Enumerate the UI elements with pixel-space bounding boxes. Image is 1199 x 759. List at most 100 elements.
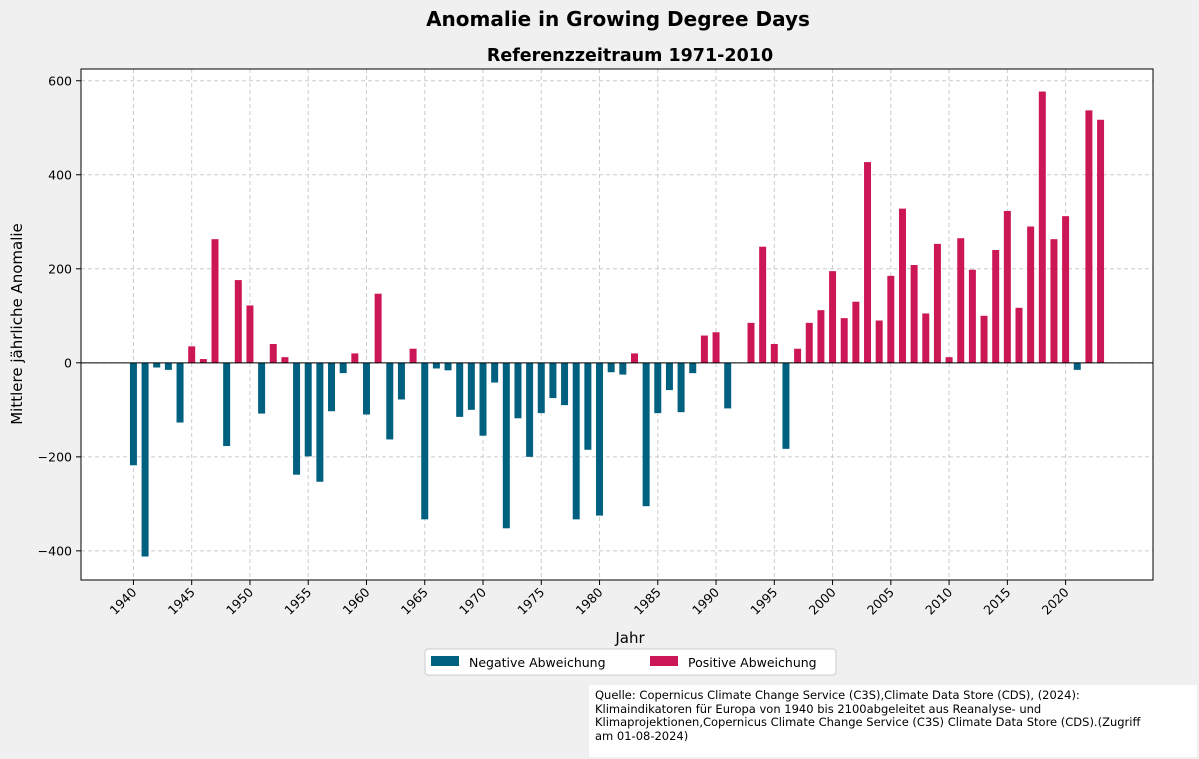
y-tick-label: −200 <box>38 449 72 464</box>
bar-1970 <box>479 362 487 436</box>
bar-1945 <box>188 346 196 363</box>
bar-2016 <box>1015 307 1023 363</box>
x-tick-label: 1965 <box>398 585 431 618</box>
x-tick-label: 1985 <box>631 585 664 618</box>
legend-swatch-negative <box>431 656 459 666</box>
bar-2017 <box>1027 226 1035 363</box>
bar-1986 <box>665 362 673 391</box>
bar-2009 <box>933 243 941 363</box>
x-tick-label: 1960 <box>339 584 372 617</box>
bar-1944 <box>176 362 184 423</box>
bar-1996 <box>782 362 790 449</box>
x-tick-label: 1980 <box>573 584 606 617</box>
bar-2010 <box>945 357 953 363</box>
bar-1982 <box>619 362 627 375</box>
source-line: Klimaindikatoren für Europa von 1940 bis… <box>595 701 1042 716</box>
legend-label-positive: Positive Abweichung <box>688 655 817 670</box>
bar-2004 <box>875 320 883 363</box>
bar-1942 <box>153 362 161 368</box>
bar-1979 <box>584 362 592 450</box>
bar-1980 <box>596 362 604 516</box>
chart-title: Referenzzeitraum 1971-2010 <box>487 46 773 66</box>
bar-1946 <box>199 359 207 363</box>
bar-1950 <box>246 305 254 363</box>
bar-1964 <box>409 348 417 363</box>
bar-1953 <box>281 357 289 363</box>
bar-1978 <box>572 362 580 520</box>
chart-suptitle: Anomalie in Growing Degree Days <box>426 7 810 31</box>
bar-1941 <box>141 362 149 557</box>
legend: Negative Abweichung Positive Abweichung <box>424 648 837 676</box>
bar-1974 <box>526 362 534 457</box>
x-tick-label: 1995 <box>747 585 780 618</box>
bar-1977 <box>561 362 569 406</box>
bar-2013 <box>980 315 988 363</box>
x-tick-label: 1970 <box>456 584 489 617</box>
x-tick-label: 1940 <box>106 584 139 617</box>
bar-1991 <box>724 362 732 409</box>
bar-1998 <box>805 322 813 363</box>
bar-2002 <box>852 301 860 363</box>
bar-1973 <box>514 362 522 419</box>
bar-1940 <box>129 362 137 466</box>
x-tick-label: 1950 <box>223 584 256 617</box>
plot-frame <box>80 68 1154 581</box>
bar-1963 <box>397 362 405 400</box>
bar-1958 <box>339 362 347 374</box>
bar-1956 <box>316 362 324 482</box>
bar-2019 <box>1050 239 1058 363</box>
bar-2022 <box>1085 110 1093 363</box>
bars <box>129 91 1105 557</box>
bar-1959 <box>351 353 359 363</box>
bar-2000 <box>829 271 837 363</box>
y-tick-label: 200 <box>48 261 72 276</box>
bar-1965 <box>421 362 429 520</box>
x-ticks: 1940 1945 1950 1955 1960 1965 1970 1975 1980 1985… <box>106 580 1072 618</box>
y-ticks: −400 −200 0 200 400 600 <box>38 73 81 558</box>
bar-2020 <box>1062 216 1070 363</box>
bar-2005 <box>887 275 895 363</box>
bar-1993 <box>747 322 755 363</box>
x-tick-label: 2005 <box>864 585 897 618</box>
y-tick-label: 0 <box>64 355 72 370</box>
source-line: Klimaprojektionen,Copernicus Climate Cha… <box>595 715 1141 729</box>
source-citation: Quelle: Copernicus Climate Change Servic… <box>589 685 1197 757</box>
bar-2012 <box>968 269 976 363</box>
bar-2021 <box>1073 362 1081 370</box>
bar-1984 <box>642 362 650 507</box>
source-line: am 01-08-2024) <box>595 728 689 743</box>
x-tick-label: 1945 <box>165 585 198 618</box>
bar-1983 <box>630 353 638 363</box>
bar-1955 <box>304 362 312 457</box>
bar-1960 <box>362 362 370 415</box>
bar-2007 <box>910 265 918 363</box>
bar-1988 <box>689 362 697 374</box>
x-axis-label: Jahr <box>614 629 645 647</box>
x-tick-label: 1955 <box>281 585 314 618</box>
y-tick-label: 600 <box>48 73 72 88</box>
bar-1966 <box>432 362 440 369</box>
y-tick-label: −400 <box>38 543 72 558</box>
x-tick-label: 2015 <box>980 585 1013 618</box>
x-tick-label: 1975 <box>514 585 547 618</box>
source-line: Quelle: Copernicus Climate Change Servic… <box>595 688 1080 702</box>
bar-2015 <box>1003 210 1011 363</box>
bar-1962 <box>386 362 394 440</box>
bar-1994 <box>759 246 767 363</box>
bar-1951 <box>258 362 266 414</box>
legend-frame <box>424 648 837 676</box>
bar-1957 <box>328 362 336 412</box>
bar-1947 <box>211 239 219 363</box>
bar-1971 <box>491 362 499 383</box>
bar-1995 <box>770 344 778 363</box>
bar-1948 <box>223 362 231 447</box>
bar-2018 <box>1038 91 1046 363</box>
x-tick-label: 2000 <box>806 584 839 617</box>
bar-1999 <box>817 310 825 363</box>
bar-1967 <box>444 362 452 371</box>
bar-2011 <box>957 238 965 363</box>
bar-1975 <box>537 362 545 414</box>
y-axis-label: Mittlere jährliche Anomalie <box>8 223 26 425</box>
bar-2006 <box>898 208 906 363</box>
